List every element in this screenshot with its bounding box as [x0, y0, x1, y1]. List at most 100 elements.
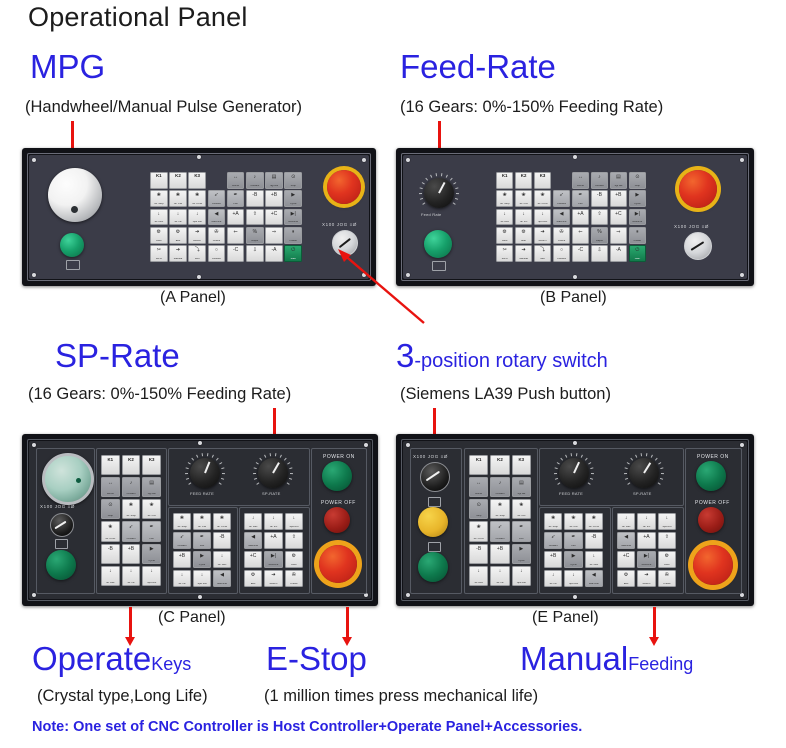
key[interactable]: ↓ SP Dec [213, 551, 231, 568]
key[interactable]: ↔ Home [101, 477, 120, 498]
key[interactable]: ➔ Manual [169, 245, 187, 262]
key[interactable]: ▶ Cycle [628, 190, 646, 208]
key[interactable]: +B [490, 543, 510, 564]
key[interactable]: ✒ Lub [571, 190, 590, 208]
key[interactable]: ↓ SP Dec [150, 208, 168, 226]
key[interactable]: ⇐ [571, 226, 590, 244]
key[interactable]: ▤ Sgl Blk [511, 477, 531, 498]
key[interactable]: ❀ SP Stop [544, 513, 563, 530]
key[interactable]: ➔ Return [533, 226, 552, 244]
feed-rate-dial-e[interactable] [559, 458, 589, 488]
key[interactable]: ↓ Spd Rst [188, 208, 206, 226]
key[interactable]: ⚙ Edit [514, 226, 533, 244]
key[interactable]: ↓ SP Dec [469, 565, 489, 586]
key[interactable]: ✇ Check [657, 570, 676, 587]
key[interactable]: ✇ Check [552, 226, 571, 244]
key[interactable]: ❀ SP Stop [150, 190, 168, 208]
key[interactable]: ◀ Machine [213, 570, 231, 587]
power-off-button-e[interactable] [698, 507, 724, 533]
key[interactable]: ➔ Return [637, 570, 656, 587]
key[interactable]: ❀ SP Stop [496, 190, 514, 208]
key[interactable]: ↓ SP Dec [101, 565, 120, 586]
key[interactable]: ➶ Coolant [552, 190, 571, 208]
key[interactable]: ➔ Return [188, 226, 206, 244]
key[interactable]: ▶ Cycle [142, 543, 161, 564]
key[interactable]: +C [617, 551, 636, 568]
key[interactable]: ▤ Sgl Blk [609, 172, 628, 189]
key[interactable]: ⊙ Stop [284, 172, 302, 189]
key[interactable]: ➔ Manual [514, 245, 533, 262]
key[interactable]: +A [264, 532, 283, 549]
key[interactable]: ▶| Resume [264, 551, 283, 568]
key[interactable]: +C [244, 551, 263, 568]
key[interactable]: ↓ SP Inc [637, 513, 656, 530]
key[interactable]: ↓ SP Dec [496, 208, 514, 226]
key[interactable]: -B [101, 543, 120, 564]
key[interactable]: ↓ Spd Rst [284, 513, 303, 530]
key[interactable]: ⏸ Pause [628, 226, 646, 244]
key[interactable]: ✂ MPG [150, 245, 168, 262]
power-on-button-e[interactable] [696, 461, 726, 491]
key[interactable]: ⚙ Edit [617, 570, 636, 587]
panel-b[interactable]: Feed Rate K1 K2 K3 ↔ Home ♪ Coolant ▤ Sgl Blk ⊙ St… [396, 148, 754, 286]
emergency-stop-b[interactable] [679, 170, 717, 208]
key[interactable]: ✒ Lub [511, 521, 531, 542]
key[interactable]: -C [571, 245, 590, 262]
key[interactable]: ❀ SP CCW [213, 513, 231, 530]
key[interactable]: ➶ Coolant [544, 532, 563, 549]
panel-c[interactable]: X100 JOG ≡Ø K1 K2 K3 ↔ Home ♪ Coolant ▤ Sgl Blk ⊙… [22, 434, 378, 606]
key[interactable]: +B [544, 551, 563, 568]
key[interactable]: ○ Coolant [552, 245, 571, 262]
key[interactable]: K3 [188, 172, 206, 189]
key[interactable]: ✒ Lub [142, 521, 161, 542]
feed-rate-dial-b[interactable] [424, 178, 454, 208]
key[interactable]: K2 [490, 455, 510, 476]
key[interactable]: K1 [101, 455, 120, 476]
key[interactable]: ➶ Coolant [121, 521, 141, 542]
sp-rate-dial-e[interactable] [629, 458, 659, 488]
key[interactable]: K1 [469, 455, 489, 476]
key[interactable]: ↓ SP Dec [584, 551, 603, 568]
key[interactable]: K3 [533, 172, 552, 189]
key[interactable]: ↓ SP Inc [173, 570, 191, 587]
key[interactable]: ♪ Coolant [490, 477, 510, 498]
key[interactable]: ➶ Coolant [490, 521, 510, 542]
key[interactable]: ➶ Coolant [173, 532, 191, 549]
key[interactable]: ⇒ [609, 226, 628, 244]
key[interactable]: ○ Coolant [207, 245, 226, 262]
keypad-c-mode[interactable]: ❀ SP Stop ❀ SP CW ❀ SP CCW ➶ Coolant ✒ Lub -B +B ▶ Cy… [173, 513, 231, 587]
emergency-stop-e[interactable] [693, 545, 733, 585]
key[interactable]: -A [265, 245, 283, 262]
key[interactable]: -A [609, 245, 628, 262]
power-off-button-c[interactable] [324, 507, 350, 533]
key[interactable]: ❀ SP CCW [533, 190, 552, 208]
key[interactable]: -B [213, 532, 231, 549]
key[interactable]: ↔ Home [469, 477, 489, 498]
key[interactable]: ⇩ [590, 245, 609, 262]
key[interactable]: ⤵ MDI [533, 245, 552, 262]
emergency-stop-a[interactable] [327, 170, 361, 204]
key[interactable]: -B [584, 532, 603, 549]
key[interactable]: ◀ Machine [207, 208, 226, 226]
key[interactable]: ↓ Spd Rst [511, 565, 531, 586]
key[interactable]: +B [121, 543, 141, 564]
key[interactable]: ⏻ Start [284, 245, 302, 262]
keypad-b[interactable]: K1 K2 K3 ↔ Home ♪ Coolant ▤ Sgl Blk ⊙ Stop ❀ SP Stop… [496, 172, 646, 262]
key[interactable]: ▤ Sgl Blk [142, 477, 161, 498]
key[interactable]: ↓ Spd Rst [533, 208, 552, 226]
key[interactable]: ❀ SP CCW [584, 513, 603, 530]
key[interactable]: K2 [514, 172, 533, 189]
key[interactable]: K3 [142, 455, 161, 476]
key[interactable]: -B [590, 190, 609, 208]
key[interactable]: ▶| Resume [637, 551, 656, 568]
key[interactable]: ❀ SP CW [511, 499, 531, 520]
key[interactable]: K2 [121, 455, 141, 476]
key[interactable]: -B [245, 190, 264, 208]
key[interactable]: ⊙ Stop [469, 499, 489, 520]
rotary-switch-c[interactable] [50, 513, 74, 537]
key[interactable]: ↓ Spd Rst [142, 565, 161, 586]
key[interactable]: ❀ SP CW [169, 190, 187, 208]
key[interactable]: ⇧ [284, 532, 303, 549]
mpg-handwheel-c[interactable] [42, 453, 94, 505]
key[interactable]: ↓ Spd Rst [564, 570, 583, 587]
